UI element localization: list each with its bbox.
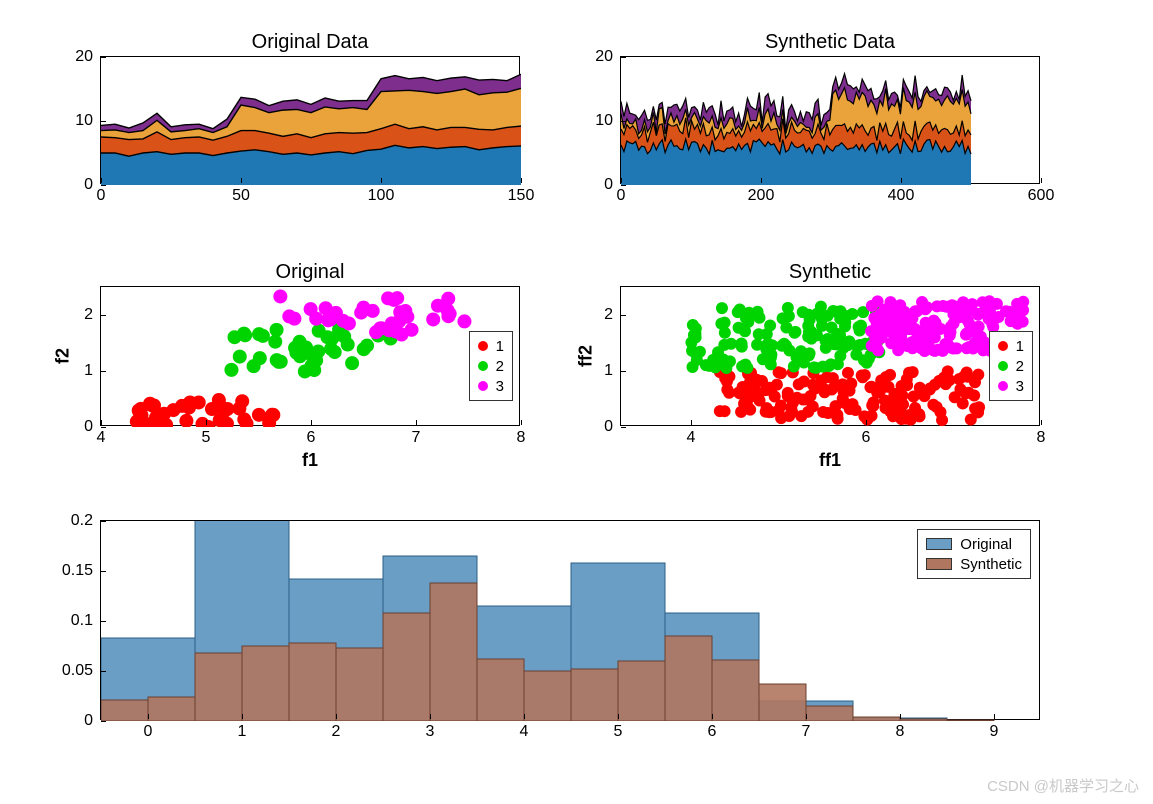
legend-item: 1 (998, 336, 1024, 356)
panel2-plot (621, 57, 1041, 185)
legend-label: 3 (1016, 378, 1024, 395)
panel3-title: Original (101, 261, 519, 284)
panel3-ylabel: f2 (53, 348, 74, 364)
watermark: CSDN @机器学习之心 (987, 775, 1139, 796)
x-tick: 8 (517, 429, 526, 447)
panel4-title: Synthetic (621, 261, 1039, 284)
legend-item: 2 (998, 356, 1024, 376)
x-tick: 4 (520, 723, 529, 741)
panel-original-scatter: Original f1 f2 123 45678012 (100, 286, 520, 426)
y-tick: 0 (84, 176, 93, 194)
panel-histogram: OriginalSynthetic 012345678900.050.10.15… (100, 520, 1040, 720)
legend-label: 1 (496, 338, 504, 355)
legend-marker-icon (478, 341, 488, 351)
y-tick: 2 (604, 306, 613, 324)
legend-item: 3 (478, 376, 504, 396)
y-tick: 10 (595, 112, 613, 130)
legend-swatch-icon (926, 558, 952, 570)
x-tick: 0 (144, 723, 153, 741)
panel5-plot (101, 521, 1041, 721)
x-tick: 1 (238, 723, 247, 741)
panel-synthetic-data: Synthetic Data 020040060001020 (620, 56, 1040, 184)
legend-label: 2 (496, 358, 504, 375)
legend-item: Original (926, 534, 1022, 554)
panel5-legend: Original Synthetic (917, 529, 1031, 579)
x-tick: 5 (614, 723, 623, 741)
panel4-xlabel: ff1 (621, 450, 1039, 471)
legend-label: Synthetic (960, 556, 1022, 573)
panel1-title: Original Data (101, 31, 519, 54)
y-tick: 20 (75, 48, 93, 66)
y-tick: 10 (75, 112, 93, 130)
x-tick: 50 (232, 187, 250, 205)
panel4-plot (621, 287, 1041, 427)
x-tick: 600 (1028, 187, 1055, 205)
x-tick: 6 (307, 429, 316, 447)
legend-item: 3 (998, 376, 1024, 396)
x-tick: 9 (990, 723, 999, 741)
panel-original-data: Original Data 05010015001020 (100, 56, 520, 184)
x-tick: 7 (802, 723, 811, 741)
x-tick: 0 (97, 187, 106, 205)
x-tick: 6 (708, 723, 717, 741)
y-tick: 0 (84, 418, 93, 436)
legend-item: 1 (478, 336, 504, 356)
panel4-legend: 1 2 3 (989, 331, 1033, 401)
x-tick: 5 (202, 429, 211, 447)
x-tick: 4 (687, 429, 696, 447)
legend-marker-icon (478, 381, 488, 391)
panel2-title: Synthetic Data (621, 31, 1039, 54)
y-tick: 0.05 (62, 662, 93, 680)
legend-item: Synthetic (926, 554, 1022, 574)
x-tick: 150 (508, 187, 535, 205)
x-tick: 100 (368, 187, 395, 205)
y-tick: 20 (595, 48, 613, 66)
x-tick: 8 (1037, 429, 1046, 447)
y-tick: 1 (604, 362, 613, 380)
x-tick: 400 (888, 187, 915, 205)
x-tick: 8 (896, 723, 905, 741)
figure: Original Data 05010015001020 Synthetic D… (60, 30, 1090, 770)
y-tick: 0 (604, 418, 613, 436)
x-tick: 0 (617, 187, 626, 205)
panel3-legend: 1 2 3 (469, 331, 513, 401)
y-tick: 0.2 (71, 512, 93, 530)
y-tick: 2 (84, 306, 93, 324)
x-tick: 200 (748, 187, 775, 205)
legend-marker-icon (998, 341, 1008, 351)
legend-item: 2 (478, 356, 504, 376)
legend-label: Original (960, 536, 1012, 553)
panel3-plot (101, 287, 521, 427)
panel3-xlabel: f1 (101, 450, 519, 471)
x-tick: 4 (97, 429, 106, 447)
y-tick: 0.15 (62, 562, 93, 580)
x-tick: 6 (862, 429, 871, 447)
y-tick: 1 (84, 362, 93, 380)
legend-marker-icon (998, 361, 1008, 371)
panel4-ylabel: ff2 (576, 345, 597, 367)
legend-marker-icon (478, 361, 488, 371)
y-tick: 0.1 (71, 612, 93, 630)
y-tick: 0 (604, 176, 613, 194)
legend-label: 1 (1016, 338, 1024, 355)
panel-synthetic-scatter: Synthetic ff1 ff2 123 468012 (620, 286, 1040, 426)
legend-swatch-icon (926, 538, 952, 550)
y-tick: 0 (84, 712, 93, 730)
x-tick: 7 (412, 429, 421, 447)
legend-marker-icon (998, 381, 1008, 391)
x-tick: 3 (426, 723, 435, 741)
x-tick: 2 (332, 723, 341, 741)
legend-label: 3 (496, 378, 504, 395)
panel1-plot (101, 57, 521, 185)
legend-label: 2 (1016, 358, 1024, 375)
